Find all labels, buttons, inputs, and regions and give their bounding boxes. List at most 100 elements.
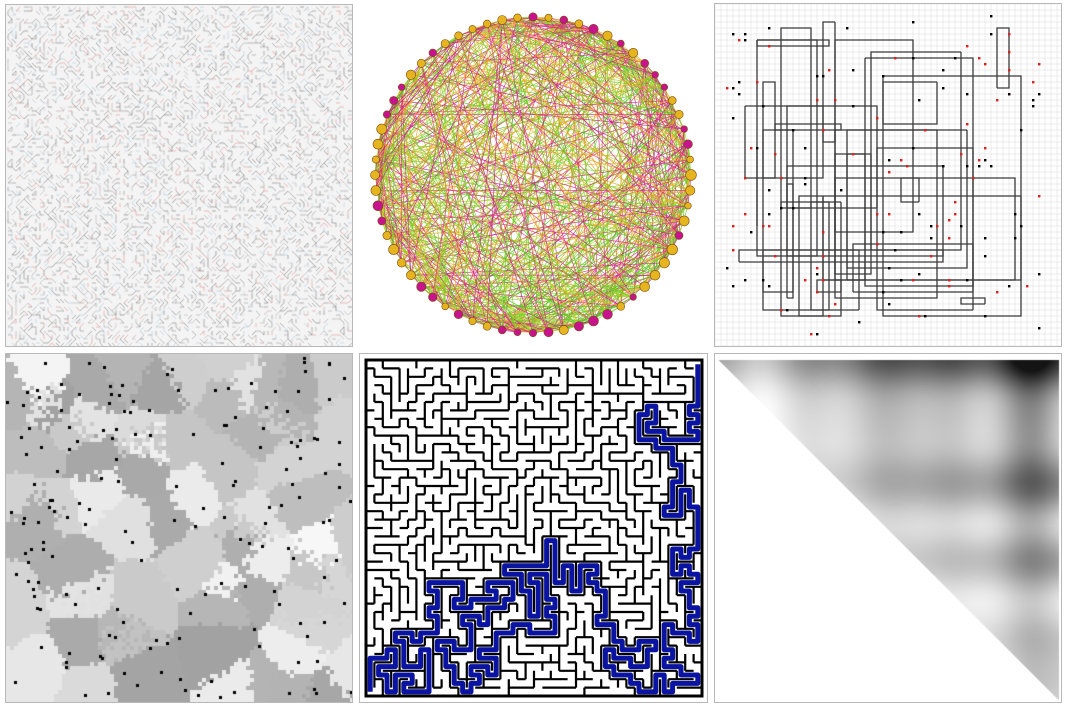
graph-node — [370, 170, 380, 180]
routing-pin — [960, 153, 963, 156]
graph-edge — [410, 74, 549, 333]
graph-edge — [502, 19, 689, 145]
routing-pin — [816, 267, 819, 270]
graph-node — [558, 325, 569, 335]
routing-pin — [744, 177, 747, 180]
graph-edge — [393, 100, 518, 333]
graph-edge — [472, 28, 689, 145]
routing-dot — [954, 57, 957, 60]
graph-edge — [444, 17, 518, 307]
graph-edge — [607, 35, 691, 191]
routing-dot — [786, 309, 789, 312]
graph-node — [498, 325, 507, 335]
graph-edge — [386, 114, 503, 331]
routing-dot — [768, 213, 771, 216]
routing-pin — [762, 225, 765, 228]
graph-edge — [444, 43, 534, 334]
graph-edge — [374, 17, 518, 176]
routing-pin — [726, 87, 729, 90]
graph-node — [680, 125, 688, 133]
graph-node — [483, 19, 492, 28]
graph-edge — [444, 43, 665, 264]
routing-wire — [996, 27, 1010, 89]
routing-pin — [774, 153, 777, 156]
routing-pin — [738, 39, 741, 42]
graph-edge — [381, 16, 534, 222]
routing-dot — [852, 69, 855, 72]
graph-edge — [381, 23, 488, 130]
routing-wire — [762, 129, 794, 293]
routing-pin — [972, 177, 975, 180]
graph-node — [628, 48, 639, 58]
routing-dot — [816, 333, 819, 336]
routing-pin — [996, 99, 999, 102]
graph-edge — [432, 52, 503, 331]
graph-edge — [386, 235, 503, 331]
graph-edge — [563, 19, 634, 298]
routing-wire — [846, 153, 866, 281]
graph-node — [468, 316, 477, 325]
routing-dot — [984, 159, 987, 162]
routing-dot — [756, 147, 759, 150]
complete-graph-svg — [370, 12, 697, 338]
routing-dot — [942, 69, 945, 72]
routing-dot — [1014, 213, 1017, 216]
graph-node — [685, 169, 697, 181]
routing-pin — [1032, 81, 1035, 84]
graph-edge — [393, 249, 645, 288]
graph-node — [544, 13, 553, 22]
graph-edge — [374, 174, 503, 331]
graph-edge — [458, 35, 565, 331]
routing-pin — [768, 225, 771, 228]
routing-dot — [882, 231, 885, 234]
graph-edge — [432, 19, 503, 298]
graph-node — [441, 302, 449, 311]
routing-dot — [1038, 327, 1041, 330]
routing-dot — [882, 75, 885, 78]
graph-node — [559, 15, 569, 25]
graph-edge — [420, 63, 503, 331]
graph-edge — [420, 63, 446, 307]
graph-node — [529, 328, 538, 337]
graph-edge — [386, 220, 685, 236]
routing-wire — [816, 279, 842, 293]
graph-node — [513, 13, 522, 22]
routing-wire — [780, 201, 842, 317]
graph-edge — [644, 63, 691, 160]
graph-edge — [377, 19, 565, 207]
routing-pin — [816, 99, 819, 102]
graph-edge — [401, 143, 689, 264]
graph-node — [382, 231, 392, 240]
maze-walls — [366, 360, 702, 696]
graph-node — [602, 309, 613, 320]
graph-edge — [381, 220, 518, 333]
panel-grid-wiring — [5, 4, 353, 347]
graph-edge — [375, 19, 565, 191]
graph-edge — [377, 205, 534, 334]
graph-node — [658, 257, 670, 269]
routing-wire — [786, 105, 878, 209]
graph-edge — [502, 19, 645, 64]
graph-node — [513, 328, 522, 337]
graph-edge — [401, 17, 518, 263]
graph-edge — [472, 320, 518, 333]
graph-edge — [393, 19, 503, 250]
graph-edge — [410, 74, 518, 333]
graph-edge — [432, 52, 446, 307]
graph-edge — [445, 43, 691, 191]
graph-node — [416, 58, 426, 68]
routing-pin — [876, 213, 879, 216]
graph-edge — [445, 286, 645, 307]
routing-dot — [888, 267, 891, 270]
graph-edge — [377, 35, 459, 145]
routing-pin — [822, 231, 825, 234]
graph-edge — [432, 23, 488, 298]
graph-node — [686, 155, 694, 164]
graph-edge — [401, 19, 503, 88]
graph-node — [397, 83, 406, 91]
routing-dot — [768, 189, 771, 192]
graph-edge — [393, 23, 580, 101]
graph-node — [376, 123, 388, 135]
graph-edge — [517, 17, 685, 222]
graph-node — [649, 270, 661, 281]
